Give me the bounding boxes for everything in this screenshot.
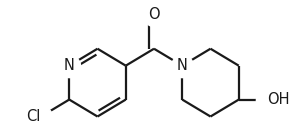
Text: OH: OH — [267, 92, 290, 107]
Text: O: O — [148, 7, 160, 22]
Text: N: N — [177, 58, 188, 73]
Text: N: N — [64, 58, 75, 73]
Text: Cl: Cl — [26, 109, 41, 124]
